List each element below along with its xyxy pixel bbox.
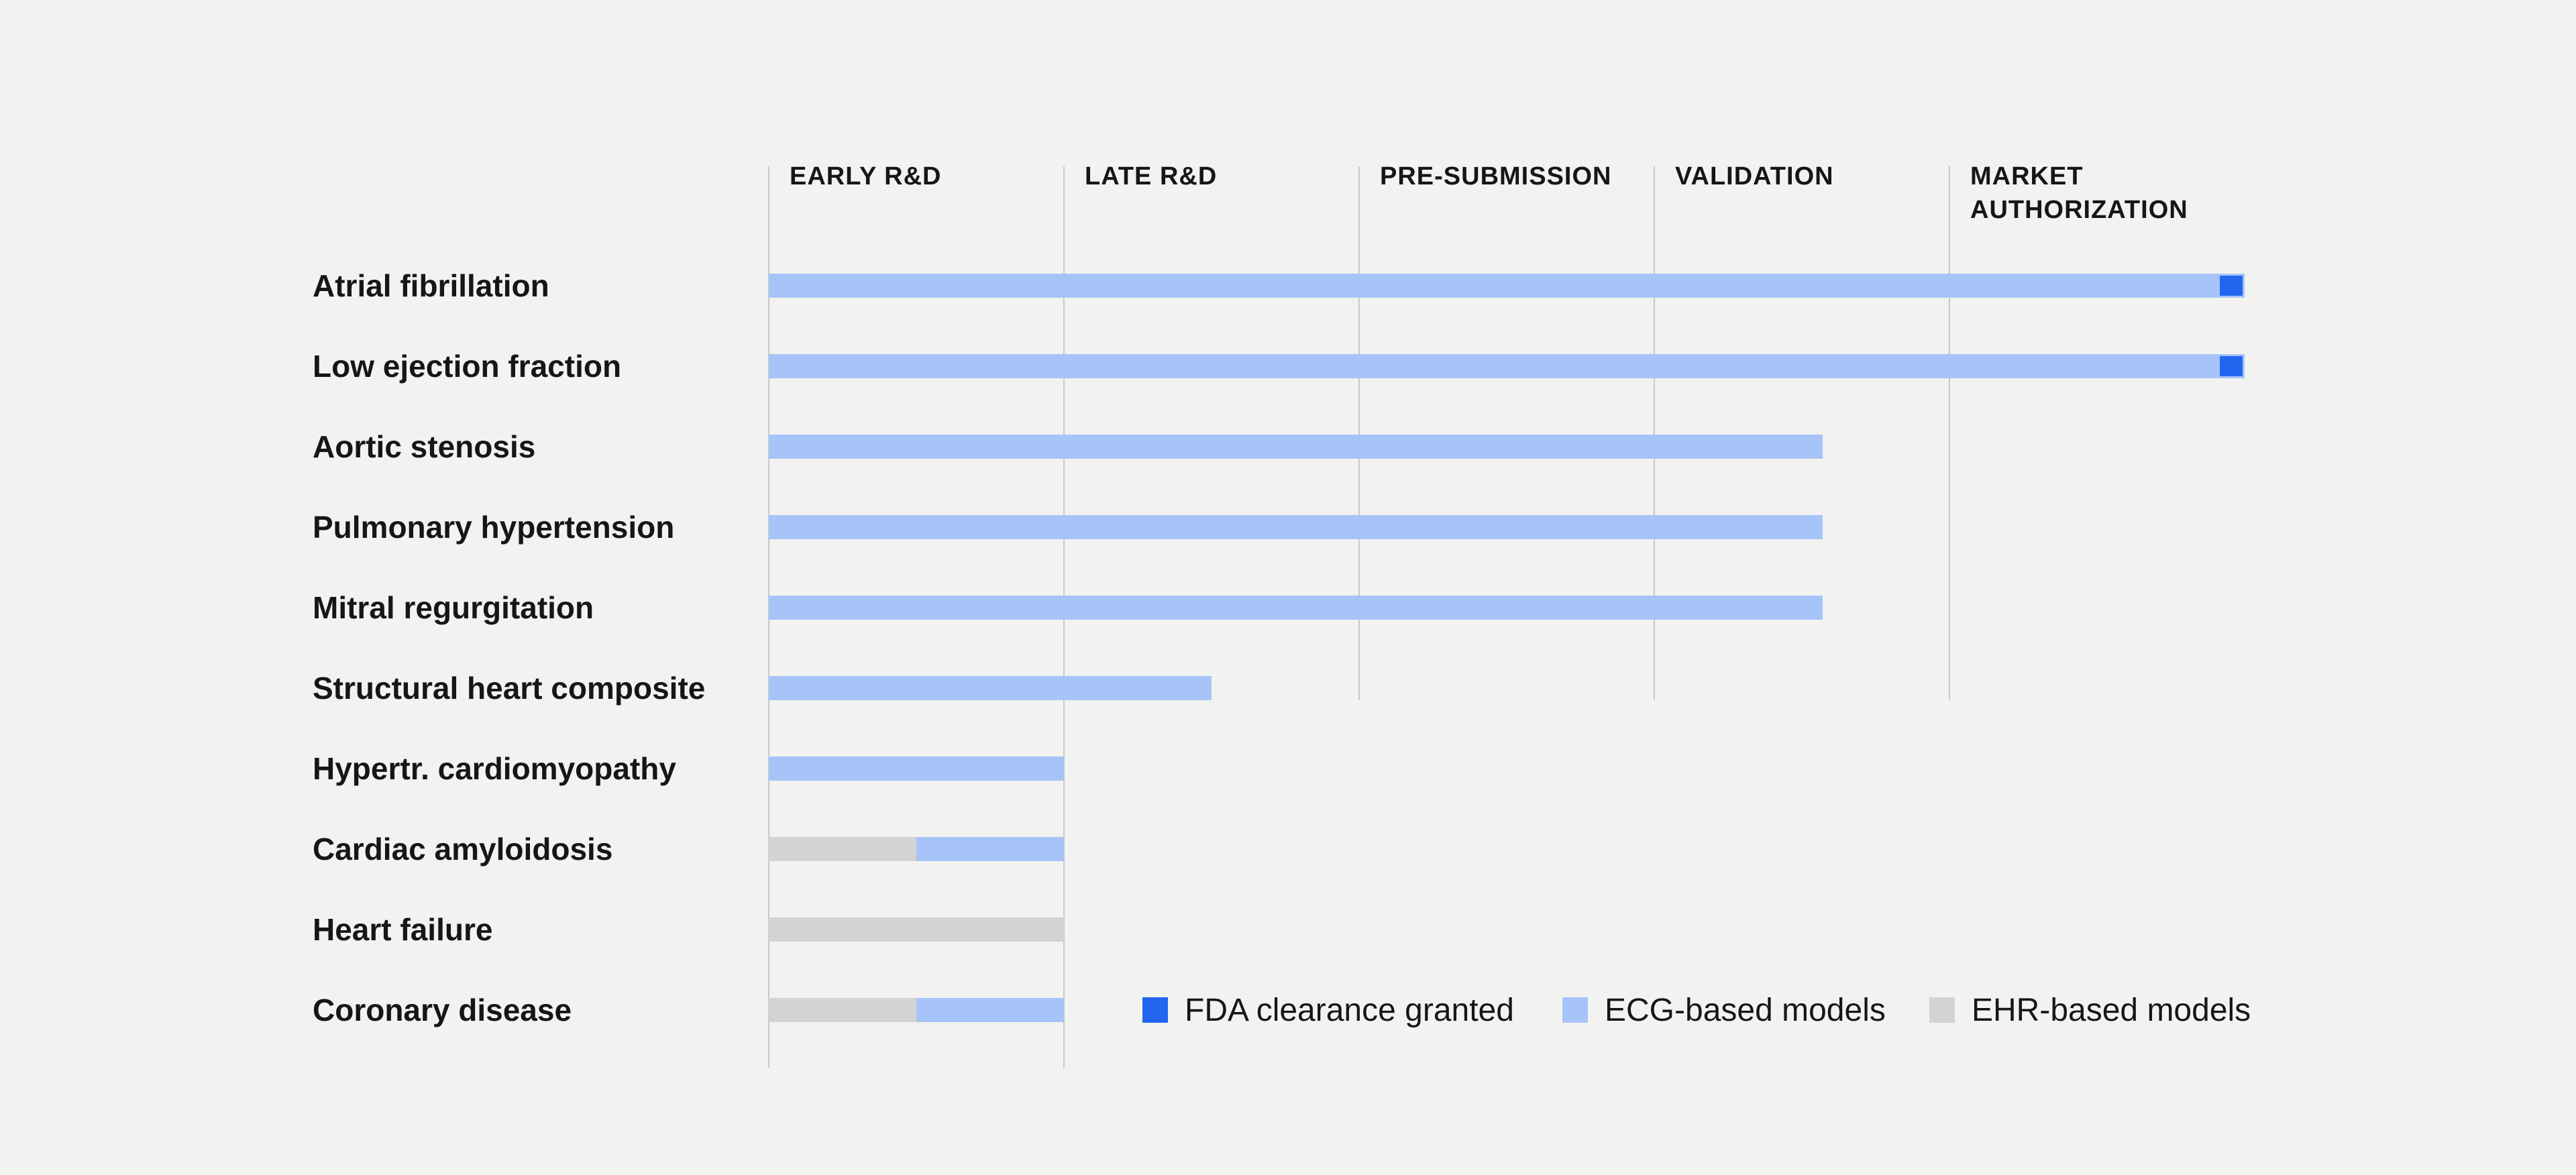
row-label: Atrial fibrillation <box>313 268 549 303</box>
stage-header: MARKET AUTHORIZATION <box>1970 162 2188 224</box>
bar-segment-ecg <box>769 274 2245 298</box>
bar-segment-ecg <box>769 515 1823 539</box>
stage-header: EARLY R&D <box>790 162 942 190</box>
legend-swatch-ehr <box>1929 997 1955 1023</box>
bar-segment-ecg <box>916 998 1064 1022</box>
row-label: Structural heart composite <box>313 671 706 706</box>
stage-header: VALIDATION <box>1675 162 1834 190</box>
row-label: Aortic stenosis <box>313 429 536 464</box>
bar-segment-ehr <box>769 837 916 861</box>
pipeline-bar <box>769 676 2245 700</box>
legend-label: EHR-based models <box>1972 992 2251 1028</box>
row-label: Mitral regurgitation <box>313 590 594 625</box>
legend-label: ECG-based models <box>1605 992 1886 1028</box>
pipeline-bar <box>769 596 2245 620</box>
bar-segment-ecg <box>769 676 1212 700</box>
bar-segment-ecg <box>769 757 1064 781</box>
grid-line-5 <box>1949 166 1950 700</box>
row-label: Heart failure <box>313 912 493 947</box>
bar-segment-ecg <box>769 596 1823 620</box>
pipeline-bar <box>769 435 2245 459</box>
fda-clearance-marker <box>2220 276 2243 296</box>
legend-swatch-ecg <box>1562 997 1588 1023</box>
legend-item-ecg: ECG-based models <box>1562 989 1886 1031</box>
row-label: Pulmonary hypertension <box>313 510 675 545</box>
legend-label: FDA clearance granted <box>1185 992 1514 1028</box>
stage-header: PRE-SUBMISSION <box>1380 162 1612 190</box>
row-label: Cardiac amyloidosis <box>313 832 613 866</box>
row-label: Coronary disease <box>313 993 572 1027</box>
fda-clearance-marker <box>2220 356 2243 376</box>
stage-header: LATE R&D <box>1085 162 1218 190</box>
grid-line-4 <box>1654 166 1655 700</box>
pipeline-bar <box>769 998 2245 1022</box>
bar-segment-ehr <box>769 998 916 1022</box>
pipeline-bar <box>769 917 2245 942</box>
pipeline-bar <box>769 515 2245 539</box>
bar-segment-ecg <box>916 837 1064 861</box>
row-label: Hypertr. cardiomyopathy <box>313 751 676 786</box>
legend-item-fda: FDA clearance granted <box>1142 989 1514 1031</box>
pipeline-bar <box>769 837 2245 861</box>
pipeline-bar <box>769 274 2245 298</box>
bar-segment-ehr <box>769 917 1064 942</box>
legend-item-ehr: EHR-based models <box>1929 989 2251 1031</box>
bar-segment-ecg <box>769 435 1823 459</box>
legend-swatch-fda <box>1142 997 1168 1023</box>
grid-line-3 <box>1358 166 1360 700</box>
pipeline-bar <box>769 354 2245 378</box>
row-label: Low ejection fraction <box>313 349 622 384</box>
pipeline-bar <box>769 757 2245 781</box>
bar-segment-ecg <box>769 354 2245 378</box>
